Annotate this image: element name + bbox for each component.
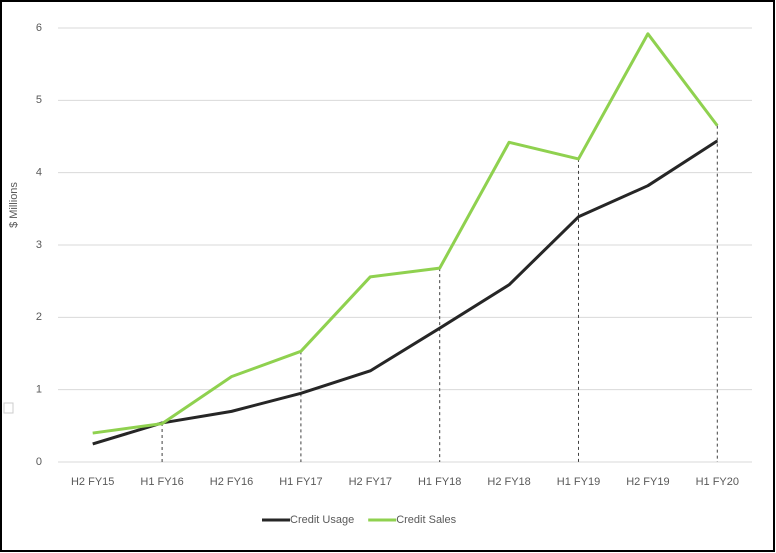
- y-tick-label: 0: [36, 456, 42, 468]
- y-tick-label: 1: [36, 384, 42, 396]
- y-tick-label: 2: [36, 311, 42, 323]
- x-tick-label: H2 FY18: [487, 476, 530, 488]
- y-tick-label: 3: [36, 239, 42, 251]
- y-tick-label: 5: [36, 94, 42, 106]
- x-tick-label: H1 FY20: [696, 476, 739, 488]
- handle: [3, 402, 14, 414]
- series-line: [92, 32, 719, 435]
- y-axis-label: $ Millions: [8, 182, 20, 228]
- series-line: [92, 139, 719, 446]
- x-tick-label: H2 FY19: [626, 476, 669, 488]
- y-tick-label: 6: [36, 22, 42, 34]
- x-tick-label: H2 FY17: [349, 476, 392, 488]
- x-tick-label: H1 FY16: [140, 476, 183, 488]
- y-tick-label: 4: [36, 167, 42, 179]
- legend-label: Credit Usage: [290, 514, 354, 526]
- legend-label: Credit Sales: [396, 514, 456, 526]
- x-tick-label: H1 FY19: [557, 476, 600, 488]
- x-tick-label: H2 FY15: [71, 476, 114, 488]
- x-tick-label: H2 FY16: [210, 476, 253, 488]
- x-tick-label: H1 FY18: [418, 476, 461, 488]
- x-tick-label: H1 FY17: [279, 476, 322, 488]
